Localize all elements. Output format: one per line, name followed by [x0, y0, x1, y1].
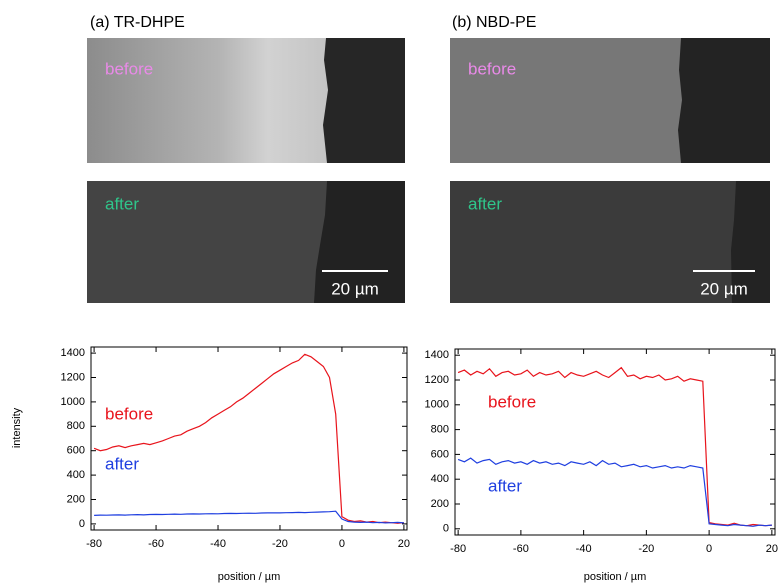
- y-tick-label: 600: [431, 448, 449, 460]
- image-label: before: [105, 59, 153, 78]
- x-tick-label: -80: [450, 543, 466, 555]
- series-label: before: [105, 404, 153, 423]
- x-tick-label: 20: [766, 543, 778, 555]
- y-tick-label: 0: [79, 518, 85, 530]
- x-tick-label: 0: [706, 543, 712, 555]
- x-tick-label: -20: [272, 538, 288, 550]
- y-tick-label: 400: [67, 469, 85, 481]
- data-line: [93, 353, 404, 524]
- plot-frame: [454, 348, 776, 536]
- y-tick-label: 200: [67, 493, 85, 505]
- image-label: before: [468, 59, 516, 78]
- x-axis-label: position / µm: [218, 571, 281, 583]
- image-region: [87, 38, 328, 163]
- y-tick-label: 0: [443, 523, 449, 535]
- x-axis-label: position / µm: [584, 571, 647, 583]
- plot-frame: [90, 346, 408, 531]
- y-tick-label: 200: [431, 498, 449, 510]
- y-tick-label: 1000: [61, 396, 85, 408]
- y-tick-label: 800: [431, 424, 449, 436]
- y-tick-label: 600: [67, 445, 85, 457]
- image-region: [87, 181, 327, 303]
- panel-title: (a) TR-DHPE: [90, 14, 185, 31]
- y-tick-label: 1200: [61, 371, 85, 383]
- y-axis-label: intensity: [11, 407, 23, 448]
- x-tick-label: -20: [638, 543, 654, 555]
- image-region: [450, 181, 736, 303]
- x-tick-label: 0: [339, 538, 345, 550]
- data-line: [94, 510, 404, 524]
- y-tick-label: 1400: [61, 347, 85, 359]
- x-tick-label: -60: [148, 538, 164, 550]
- scale-label: 20 µm: [700, 279, 748, 298]
- scale-label: 20 µm: [331, 279, 379, 298]
- y-tick-label: 1200: [425, 374, 449, 386]
- x-tick-label: -80: [86, 538, 102, 550]
- series-label: after: [105, 454, 139, 473]
- panel-title: (b) NBD-PE: [452, 14, 536, 31]
- image-label: after: [105, 194, 139, 213]
- x-tick-label: -60: [513, 543, 529, 555]
- y-tick-label: 800: [67, 420, 85, 432]
- image-label: after: [468, 194, 502, 213]
- data-line: [457, 457, 772, 527]
- x-tick-label: 20: [398, 538, 410, 550]
- y-tick-label: 1000: [425, 399, 449, 411]
- y-tick-label: 1400: [425, 349, 449, 361]
- x-tick-label: -40: [576, 543, 592, 555]
- series-label: before: [488, 392, 536, 411]
- series-label: after: [488, 476, 522, 495]
- x-tick-label: -40: [210, 538, 226, 550]
- data-line: [457, 366, 772, 527]
- image-region: [450, 38, 682, 163]
- y-tick-label: 400: [431, 473, 449, 485]
